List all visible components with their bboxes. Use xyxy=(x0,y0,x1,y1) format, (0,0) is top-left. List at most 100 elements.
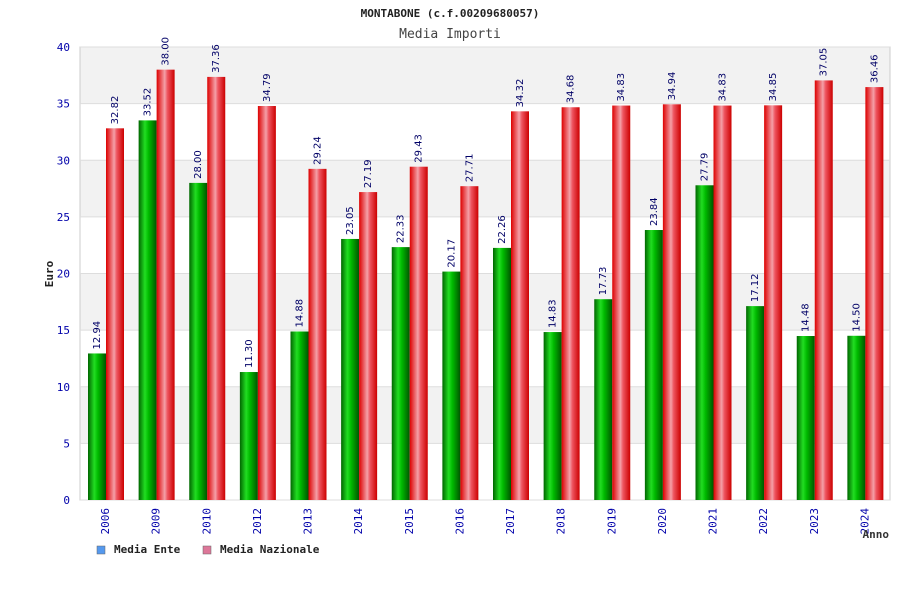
data-label: 20.17 xyxy=(446,239,457,268)
y-tick-label: 25 xyxy=(57,211,70,224)
chart-subtitle: Media Importi xyxy=(399,27,501,42)
data-label: 37.36 xyxy=(211,44,222,73)
data-label: 27.71 xyxy=(464,154,475,183)
x-tick-label: 2020 xyxy=(656,508,669,535)
bar-media-nazionale xyxy=(612,105,631,501)
chart-title: MONTABONE (c.f.00209680057) xyxy=(361,7,540,20)
x-tick-label: 2010 xyxy=(200,508,213,535)
y-tick-label: 40 xyxy=(57,41,70,54)
data-label: 29.43 xyxy=(414,134,425,163)
bar-media-ente xyxy=(644,230,663,500)
bar-media-nazionale xyxy=(207,76,226,500)
y-axis: 0 5 10 15 20 25 30 35 40 xyxy=(57,41,70,507)
x-axis: 2006 2009 2010 2012 2013 2014 2015 2016 2017 2018… xyxy=(99,508,871,535)
data-label: 22.33 xyxy=(396,214,407,243)
y-tick-label: 30 xyxy=(57,154,70,167)
bar-media-ente xyxy=(594,299,613,500)
bar-media-ente xyxy=(290,331,309,500)
bar-media-nazionale xyxy=(257,106,276,501)
data-label: 37.05 xyxy=(819,48,830,77)
y-tick-label: 5 xyxy=(63,437,70,450)
bar-media-nazionale xyxy=(814,80,833,500)
data-label: 12.94 xyxy=(92,321,103,350)
data-label: 23.84 xyxy=(649,197,660,226)
data-label: 34.85 xyxy=(768,73,779,102)
data-label: 27.79 xyxy=(700,153,711,182)
data-label: 34.79 xyxy=(262,73,273,102)
bar-media-nazionale xyxy=(460,186,479,500)
data-label: 36.46 xyxy=(869,54,880,83)
data-label: 34.83 xyxy=(616,73,627,102)
y-axis-label: Euro xyxy=(43,260,56,287)
bar-media-nazionale xyxy=(308,168,327,500)
bar-media-ente xyxy=(746,306,765,500)
data-label: 17.73 xyxy=(598,267,609,296)
x-tick-label: 2012 xyxy=(251,508,264,535)
x-tick-label: 2015 xyxy=(403,508,416,535)
bar-media-ente xyxy=(695,185,714,500)
data-label: 11.30 xyxy=(244,339,255,368)
legend: Media Ente Media Nazionale xyxy=(96,543,320,556)
legend-swatch xyxy=(96,545,106,555)
x-tick-label: 2021 xyxy=(707,508,720,535)
bar-media-nazionale xyxy=(865,87,884,500)
x-tick-label: 2013 xyxy=(302,508,315,535)
bar-media-nazionale xyxy=(106,128,124,500)
data-label: 34.32 xyxy=(515,79,526,108)
bars: 12.94 32.82 33.52 38.00 28.00 37.36 11.30 34.79… xyxy=(88,37,884,501)
x-tick-label: 2023 xyxy=(808,508,821,535)
bar-media-ente xyxy=(88,353,106,500)
x-tick-label: 2016 xyxy=(453,508,466,535)
bar-media-ente xyxy=(493,247,511,500)
data-label: 28.00 xyxy=(193,150,204,179)
y-tick-label: 20 xyxy=(57,268,70,281)
data-label: 33.52 xyxy=(143,88,154,117)
bar-media-nazionale xyxy=(764,105,783,500)
data-label: 34.68 xyxy=(566,75,577,104)
data-label: 22.26 xyxy=(497,215,508,244)
bar-media-nazionale xyxy=(713,105,732,501)
x-tick-label: 2009 xyxy=(150,508,163,535)
data-label: 14.48 xyxy=(801,303,812,332)
data-label: 23.05 xyxy=(345,206,356,235)
bar-media-ente xyxy=(442,271,461,500)
data-label: 14.88 xyxy=(295,299,306,328)
data-label: 34.83 xyxy=(718,73,729,102)
x-tick-label: 2024 xyxy=(858,508,871,535)
data-label: 32.82 xyxy=(110,96,121,125)
data-label: 17.12 xyxy=(750,273,761,302)
data-label: 14.50 xyxy=(851,303,862,332)
bar-media-ente xyxy=(138,120,157,501)
legend-entry: Media Ente xyxy=(114,543,181,556)
data-label: 14.83 xyxy=(548,299,559,328)
x-tick-label: 2006 xyxy=(99,508,112,535)
y-tick-label: 15 xyxy=(57,324,70,337)
bar-media-ente xyxy=(796,336,815,500)
y-tick-label: 10 xyxy=(57,381,70,394)
bar-media-ente xyxy=(341,238,360,501)
bar-media-ente xyxy=(189,182,208,500)
bar-media-nazionale xyxy=(511,111,529,501)
bar-media-ente xyxy=(543,332,562,500)
data-label: 34.94 xyxy=(667,72,678,101)
x-tick-label: 2018 xyxy=(555,508,568,535)
legend-entry: Media Nazionale xyxy=(220,543,320,556)
x-tick-label: 2017 xyxy=(504,508,517,535)
legend-swatch xyxy=(202,545,212,555)
bar-media-ente xyxy=(847,335,866,500)
x-tick-label: 2014 xyxy=(352,508,365,535)
bar-media-ente xyxy=(239,372,258,500)
x-tick-label: 2019 xyxy=(605,508,618,535)
x-tick-label: 2022 xyxy=(757,508,770,535)
bar-media-ente xyxy=(391,247,410,500)
bar-media-nazionale xyxy=(662,104,681,500)
data-label: 29.24 xyxy=(313,136,324,165)
data-label: 27.19 xyxy=(363,159,374,188)
bar-media-nazionale xyxy=(561,107,580,501)
y-tick-label: 35 xyxy=(57,98,70,111)
x-axis-label: Anno xyxy=(863,528,890,541)
data-label: 38.00 xyxy=(161,37,172,66)
bar-media-nazionale xyxy=(156,69,175,501)
